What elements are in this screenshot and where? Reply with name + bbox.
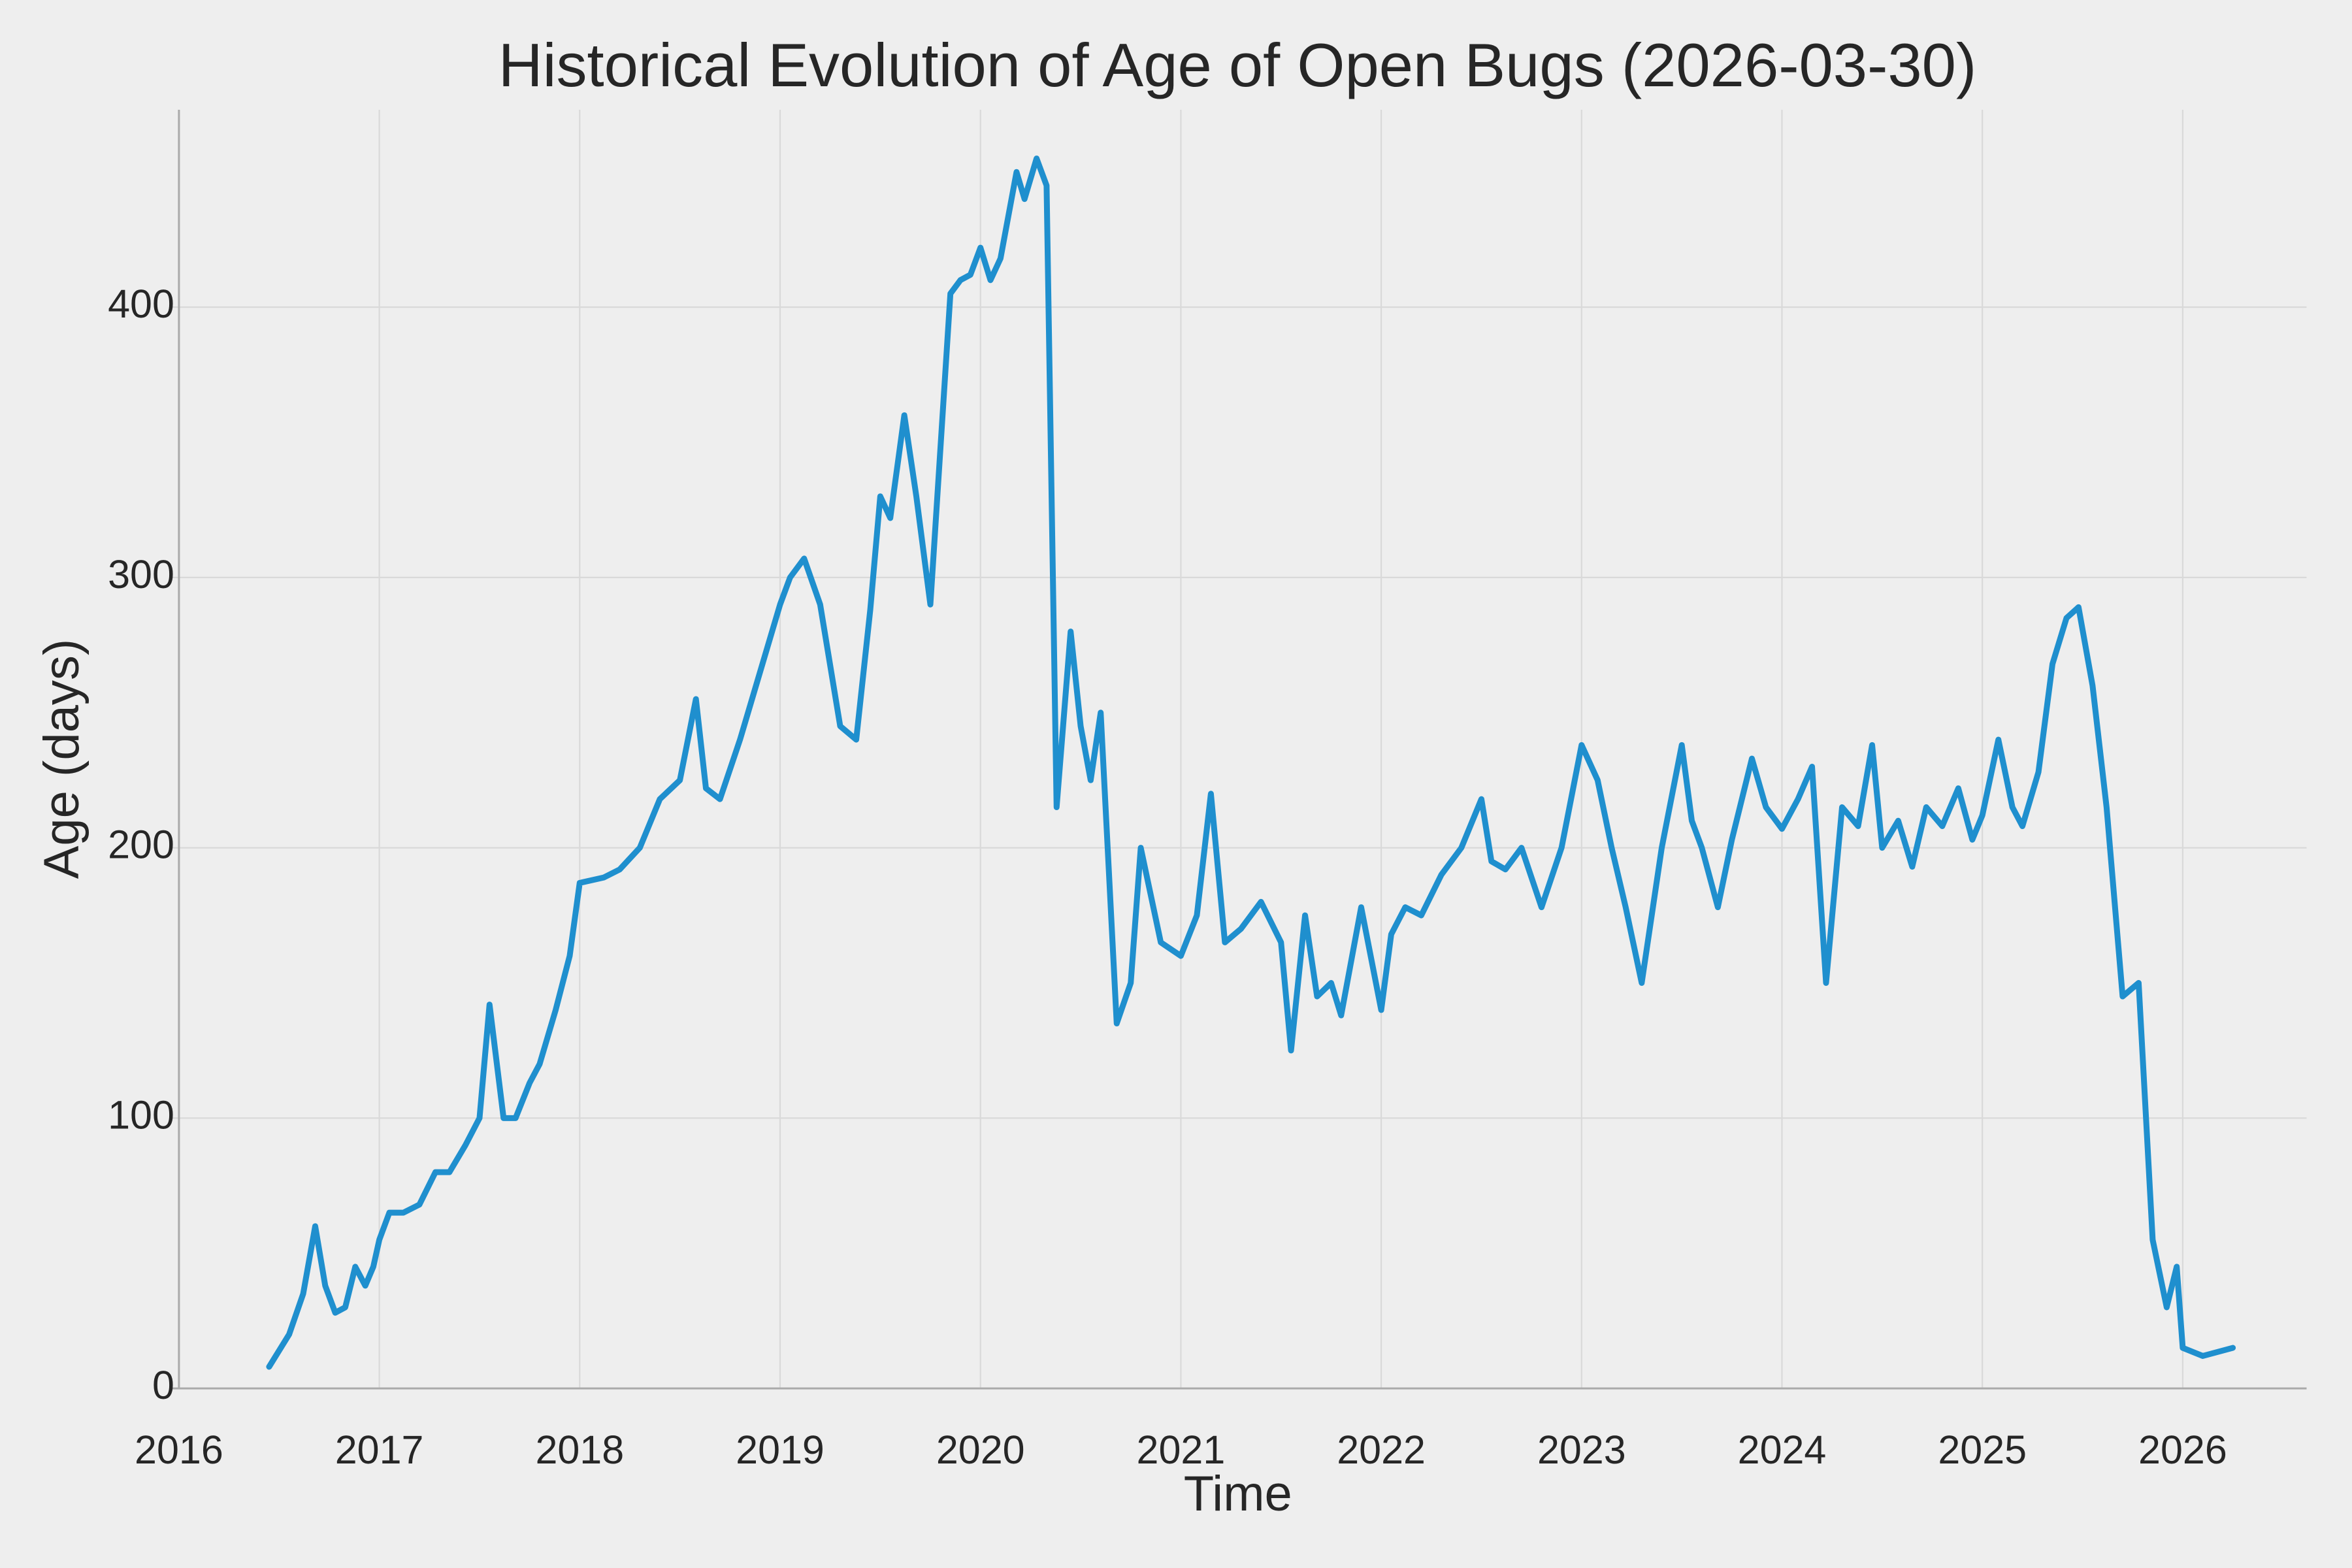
svg-text:2016: 2016 (135, 1428, 223, 1472)
svg-text:2024: 2024 (1738, 1428, 1827, 1472)
svg-text:400: 400 (108, 282, 174, 326)
svg-text:2023: 2023 (1537, 1428, 1626, 1472)
svg-text:Age (days): Age (days) (34, 639, 90, 879)
svg-text:2022: 2022 (1337, 1428, 1426, 1472)
svg-text:0: 0 (152, 1363, 174, 1407)
svg-text:2021: 2021 (1137, 1428, 1226, 1472)
svg-text:2026: 2026 (2138, 1428, 2227, 1472)
svg-text:Historical Evolution of Age of: Historical Evolution of Age of Open Bugs… (498, 31, 1977, 99)
svg-text:Time: Time (1184, 1466, 1292, 1522)
svg-text:200: 200 (108, 823, 174, 867)
svg-text:2018: 2018 (535, 1428, 624, 1472)
svg-text:2025: 2025 (1938, 1428, 2027, 1472)
svg-text:300: 300 (108, 552, 174, 596)
svg-text:100: 100 (108, 1092, 174, 1137)
svg-text:2017: 2017 (335, 1428, 424, 1472)
svg-text:2020: 2020 (936, 1428, 1025, 1472)
svg-text:2019: 2019 (736, 1428, 825, 1472)
